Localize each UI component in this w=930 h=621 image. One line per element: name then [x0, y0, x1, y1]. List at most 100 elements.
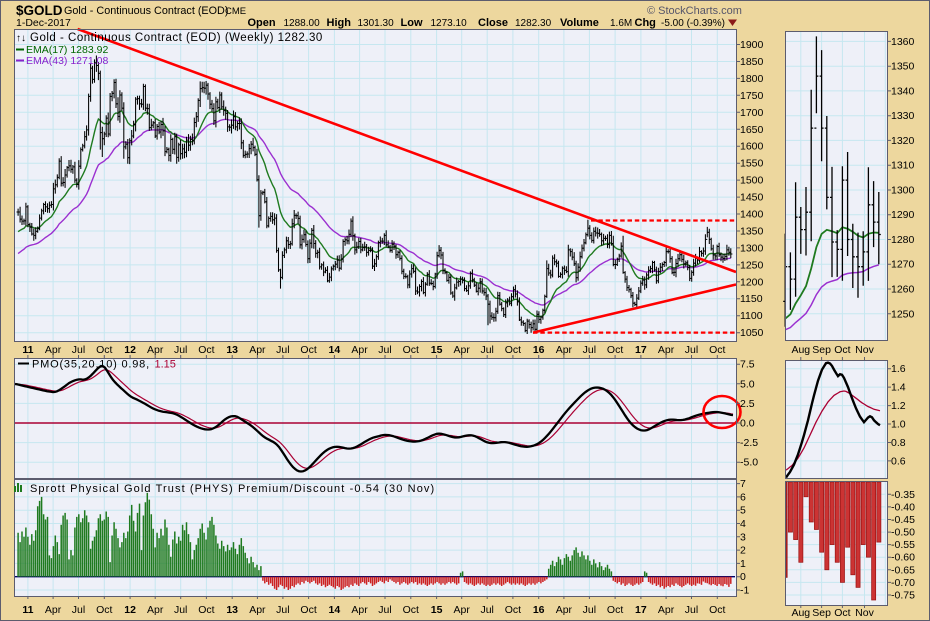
svg-text:-0.70: -0.70: [891, 577, 915, 589]
svg-text:EMA(43) 1271.08: EMA(43) 1271.08: [26, 55, 108, 67]
svg-text:Apr: Apr: [147, 604, 164, 616]
svg-text:© StockCharts.com: © StockCharts.com: [647, 5, 742, 17]
svg-text:1290: 1290: [891, 209, 915, 221]
svg-text:0: 0: [740, 571, 746, 583]
svg-text:Oct: Oct: [96, 344, 112, 356]
svg-text:Jul: Jul: [378, 344, 391, 356]
svg-text:0.0: 0.0: [740, 418, 755, 430]
svg-text:High: High: [327, 17, 352, 29]
svg-text:1550: 1550: [740, 158, 764, 170]
svg-text:Apr: Apr: [658, 344, 675, 356]
svg-text:1: 1: [740, 558, 746, 570]
svg-text:0.6: 0.6: [891, 455, 906, 467]
svg-text:17: 17: [635, 604, 647, 616]
svg-text:Oct: Oct: [709, 344, 725, 356]
svg-text:1.6: 1.6: [891, 363, 906, 375]
svg-text:Nov: Nov: [855, 607, 874, 619]
svg-text:Chg: Chg: [635, 17, 656, 29]
svg-text:12: 12: [124, 604, 136, 616]
svg-text:1273.10: 1273.10: [431, 18, 468, 29]
svg-text:Aug: Aug: [791, 344, 810, 356]
svg-text:1450: 1450: [740, 192, 764, 204]
svg-text:Jul: Jul: [583, 344, 596, 356]
svg-text:1.2: 1.2: [891, 400, 906, 412]
svg-text:-5.00 (-0.39%): -5.00 (-0.39%): [661, 18, 725, 29]
svg-text:3: 3: [740, 531, 746, 543]
svg-text:1.6M: 1.6M: [610, 18, 632, 29]
svg-text:1050: 1050: [740, 327, 764, 339]
svg-text:15: 15: [431, 344, 443, 356]
svg-text:1350: 1350: [891, 61, 915, 73]
svg-text:1330: 1330: [891, 110, 915, 122]
svg-text:Jul: Jul: [72, 344, 85, 356]
svg-text:-0.50: -0.50: [891, 527, 915, 539]
svg-text:1600: 1600: [740, 141, 764, 153]
svg-text:Jul: Jul: [174, 604, 187, 616]
svg-text:13: 13: [226, 604, 238, 616]
svg-text:11: 11: [22, 604, 33, 616]
svg-text:Jul: Jul: [276, 344, 289, 356]
svg-text:1301.30: 1301.30: [358, 18, 395, 29]
svg-text:7: 7: [740, 478, 746, 490]
svg-text:Open: Open: [248, 17, 276, 29]
svg-text:0.8: 0.8: [891, 437, 906, 449]
svg-text:1150: 1150: [740, 293, 763, 305]
svg-text:16: 16: [533, 344, 545, 356]
svg-text:7.5: 7.5: [740, 359, 755, 371]
svg-text:Oct: Oct: [834, 607, 850, 619]
svg-text:-0.45: -0.45: [891, 514, 915, 526]
svg-text:Jul: Jul: [480, 344, 493, 356]
svg-text:1360: 1360: [891, 36, 915, 48]
svg-text:Jul: Jul: [480, 604, 493, 616]
svg-text:Jul: Jul: [378, 604, 391, 616]
svg-text:Apr: Apr: [45, 604, 62, 616]
svg-text:Aug: Aug: [791, 607, 810, 619]
svg-text:1850: 1850: [740, 56, 764, 68]
svg-text:1320: 1320: [891, 135, 915, 147]
svg-text:-0.55: -0.55: [891, 539, 915, 551]
svg-text:Apr: Apr: [454, 604, 471, 616]
svg-text:Jul: Jul: [685, 344, 698, 356]
svg-text:4: 4: [740, 518, 746, 530]
svg-text:-0.35: -0.35: [891, 489, 915, 501]
svg-text:-0.60: -0.60: [891, 552, 915, 564]
svg-text:Oct: Oct: [505, 604, 521, 616]
svg-text:14: 14: [329, 604, 341, 616]
svg-text:Jul: Jul: [72, 604, 85, 616]
svg-text:-1: -1: [740, 585, 749, 597]
svg-text:1250: 1250: [891, 308, 915, 320]
svg-text:1260: 1260: [891, 284, 915, 296]
svg-text:Apr: Apr: [556, 344, 573, 356]
svg-text:1900: 1900: [740, 39, 764, 51]
svg-text:Oct: Oct: [198, 344, 214, 356]
svg-text:12: 12: [124, 344, 136, 356]
svg-text:1270: 1270: [891, 259, 915, 271]
svg-text:-0.40: -0.40: [891, 501, 915, 513]
svg-text:Oct: Oct: [403, 344, 419, 356]
svg-text:15: 15: [431, 604, 443, 616]
svg-text:1300: 1300: [740, 242, 764, 254]
svg-text:Oct: Oct: [834, 344, 850, 356]
svg-text:17: 17: [635, 344, 647, 356]
svg-text:$GOLD: $GOLD: [16, 3, 63, 18]
svg-text:Oct: Oct: [198, 604, 214, 616]
svg-text:Apr: Apr: [351, 604, 368, 616]
svg-text:CME: CME: [225, 6, 246, 17]
svg-text:1400: 1400: [740, 209, 764, 221]
svg-text:-5.0: -5.0: [740, 457, 758, 469]
svg-text:Jul: Jul: [685, 604, 698, 616]
svg-text:Sep: Sep: [812, 607, 831, 619]
svg-text:11: 11: [22, 344, 33, 356]
svg-text:1250: 1250: [740, 259, 764, 271]
svg-text:1280: 1280: [891, 234, 915, 246]
svg-text:Apr: Apr: [454, 344, 471, 356]
svg-text:2: 2: [740, 545, 746, 557]
svg-text:Volume: Volume: [560, 17, 599, 29]
svg-text:1100: 1100: [740, 310, 763, 322]
svg-text:1750: 1750: [740, 90, 764, 102]
svg-text:16: 16: [533, 604, 545, 616]
svg-text:14: 14: [329, 344, 341, 356]
svg-text:Oct: Oct: [403, 604, 419, 616]
svg-text:Gold - Continuous Contract (EO: Gold - Continuous Contract (EOD) (Weekly…: [30, 32, 323, 44]
svg-text:Apr: Apr: [147, 344, 164, 356]
